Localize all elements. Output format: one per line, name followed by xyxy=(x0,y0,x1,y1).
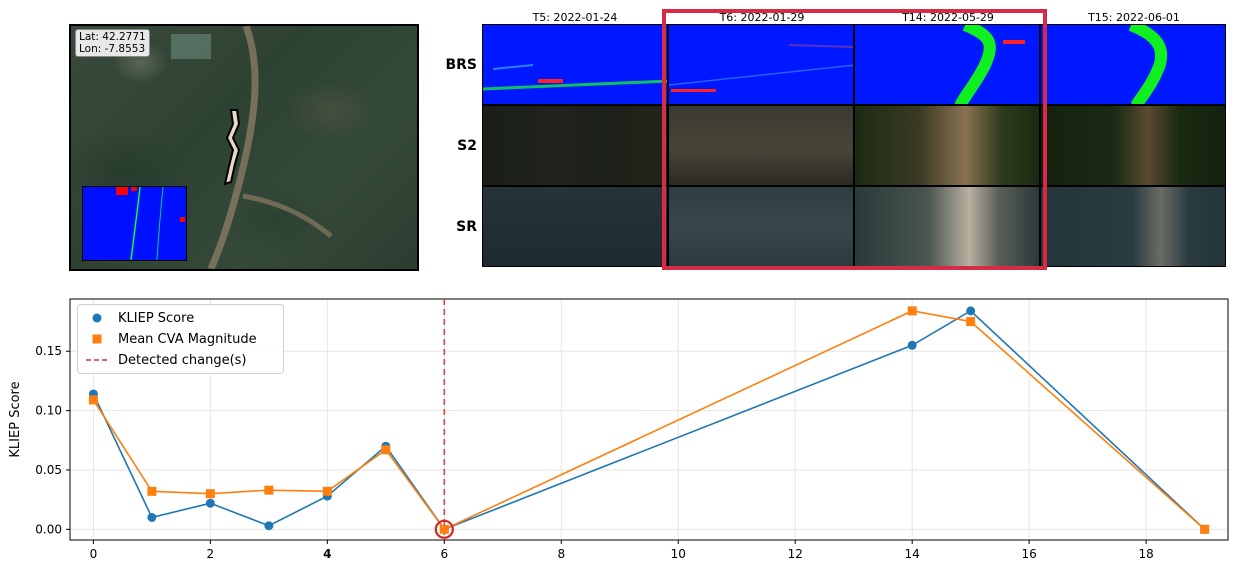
kliep-point xyxy=(147,512,157,522)
column-label-t15: T15: 2022-06-01 xyxy=(1088,11,1180,24)
dashed-line-icon xyxy=(86,359,108,361)
thumb-brs-t15 xyxy=(1040,24,1226,105)
x-tick-label: 2 xyxy=(207,547,215,561)
thumb-sr-t5 xyxy=(482,186,668,267)
thumb-sr-t14 xyxy=(854,186,1040,267)
x-tick-label: 0 xyxy=(90,547,98,561)
inset-map xyxy=(82,186,187,261)
legend-label-detected: Detected change(s) xyxy=(118,352,247,368)
detected-change-circle xyxy=(434,519,454,539)
x-tick-label: 12 xyxy=(788,547,803,561)
row-label-brs: BRS xyxy=(445,57,477,73)
kliep-point xyxy=(205,498,215,508)
legend-item-kliep: KLIEP Score xyxy=(86,309,194,327)
column-label-t14: T14: 2022-05-29 xyxy=(902,11,994,24)
thumb-s2-t6 xyxy=(668,105,854,186)
plot-frame xyxy=(69,298,1229,541)
thumb-sr-t6 xyxy=(668,186,854,267)
thumbnail-grid: T5: 2022-01-24 T6: 2022-01-29 T14: 2022-… xyxy=(445,11,1228,269)
y-tick-label: 0.10 xyxy=(35,404,62,418)
x-tick-label: 14 xyxy=(905,547,920,561)
cva-point xyxy=(1200,524,1210,534)
thumb-brs-t5 xyxy=(482,24,668,105)
kliep-point xyxy=(966,306,976,316)
map-panel: Lat: 42.2771 Lon: -7.8553 xyxy=(69,24,419,271)
cva-point xyxy=(322,486,332,496)
kliep-point xyxy=(264,521,274,531)
cva-point xyxy=(966,317,976,327)
column-label-t5: T5: 2022-01-24 xyxy=(532,11,618,24)
legend-label-kliep: KLIEP Score xyxy=(118,310,195,326)
chart-ticks: 0 2 4 6 8 10 12 14 16 18 0.00 0.05 0.10 0.15 xyxy=(35,344,1153,561)
y-tick-label: 0.00 xyxy=(35,522,62,536)
x-tick-label: 10 xyxy=(671,547,686,561)
square-marker-icon xyxy=(92,334,102,344)
row-label-s2: S2 xyxy=(457,138,477,154)
series-layer xyxy=(88,306,1210,539)
thumb-brs-t14 xyxy=(854,24,1040,105)
cva-point xyxy=(264,485,274,495)
legend-item-detected: Detected change(s) xyxy=(86,351,247,369)
x-tick-label: 4 xyxy=(323,547,331,561)
legend-item-cva: Mean CVA Magnitude xyxy=(86,330,257,348)
cva-point xyxy=(147,486,157,496)
chart-legend: KLIEP Score Mean CVA Magnitude Detected … xyxy=(77,304,284,374)
change-polygon xyxy=(223,109,241,186)
map-terrain xyxy=(171,26,333,269)
kliep-chart: 0 2 4 6 8 10 12 14 16 18 0.00 0.05 0.10 0.15 KLIEP Sc… xyxy=(8,298,1229,561)
cva-point xyxy=(907,306,917,316)
thumb-s2-t15 xyxy=(1040,105,1226,186)
thumb-s2-t5 xyxy=(482,105,668,186)
cva-series-line xyxy=(92,310,1206,531)
y-axis-label: KLIEP Score xyxy=(8,381,23,457)
kliep-point xyxy=(907,340,917,350)
legend-label-cva: Mean CVA Magnitude xyxy=(118,331,257,347)
thumb-s2-t14 xyxy=(854,105,1040,186)
cva-point xyxy=(205,489,215,499)
cva-point xyxy=(439,524,449,534)
longitude-text: Lon: -7.8553 xyxy=(79,43,146,55)
x-tick-label: 18 xyxy=(1138,547,1153,561)
latitude-text: Lat: 42.2771 xyxy=(79,31,146,43)
coordinates-box: Lat: 42.2771 Lon: -7.8553 xyxy=(75,29,150,57)
change-highlight-box xyxy=(662,9,1047,270)
circle-marker-icon xyxy=(92,313,102,323)
y-tick-label: 0.05 xyxy=(35,463,62,477)
x-tick-label: 8 xyxy=(557,547,565,561)
cva-point xyxy=(88,395,98,405)
row-label-sr: SR xyxy=(456,219,477,235)
x-tick-label: 6 xyxy=(440,547,448,561)
x-tick-label: 16 xyxy=(1022,547,1037,561)
cva-point xyxy=(381,445,391,455)
thumb-sr-t15 xyxy=(1040,186,1226,267)
thumb-brs-t6 xyxy=(668,24,854,105)
column-label-t6: T6: 2022-01-29 xyxy=(719,11,805,24)
y-tick-label: 0.15 xyxy=(35,344,62,358)
